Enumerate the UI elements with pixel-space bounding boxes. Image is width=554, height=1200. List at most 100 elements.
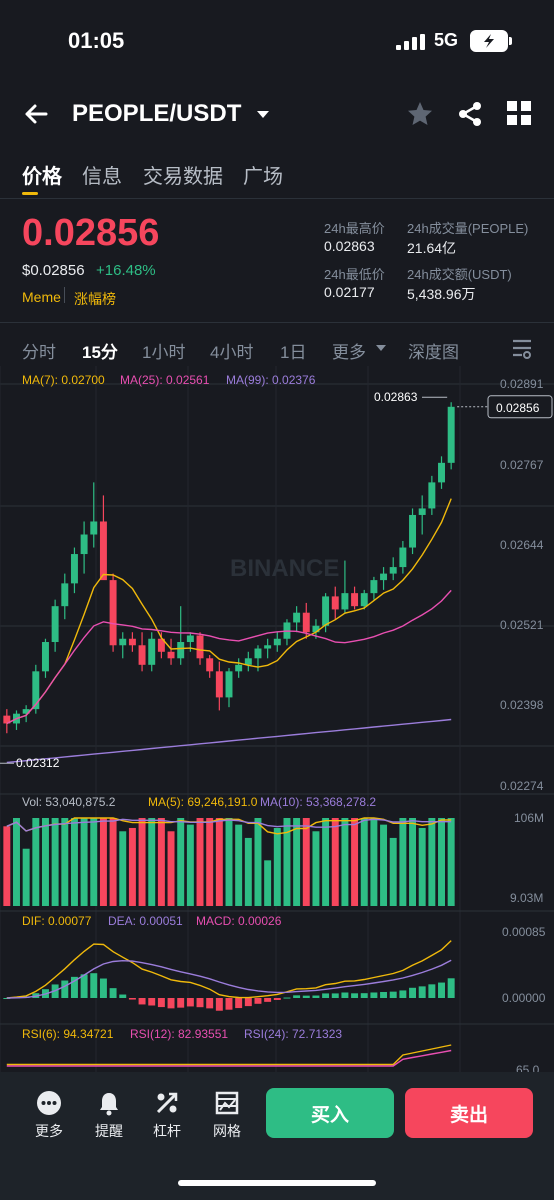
candlestick-chart[interactable]: BINANCE 0.02891 0.02767 0.02644 0.02521 0.023… xyxy=(0,366,554,1072)
interval-more[interactable]: 更多 xyxy=(332,343,366,362)
high-value: 0.02863 xyxy=(324,238,375,254)
macd-histogram-bar xyxy=(90,973,98,998)
chart-settings-icon[interactable] xyxy=(510,336,534,360)
chevron-down-icon[interactable] xyxy=(256,107,270,121)
battery-icon xyxy=(470,30,508,52)
divider xyxy=(0,198,554,199)
interval-4h[interactable]: 4小时 xyxy=(210,343,254,362)
candle-body xyxy=(177,642,185,659)
volume-ma10-line xyxy=(6,818,452,832)
interval-1h[interactable]: 1小时 xyxy=(142,343,186,362)
volume-value: 21.64亿 xyxy=(407,240,457,256)
macd-histogram-bar xyxy=(99,978,107,998)
tab-square[interactable]: 广场 xyxy=(243,166,283,188)
price-change: +16.48% xyxy=(96,262,156,279)
more-button[interactable]: 更多 xyxy=(24,1090,74,1141)
macd-histogram-bar xyxy=(235,998,243,1009)
active-tab-indicator xyxy=(22,192,38,195)
candle-body xyxy=(418,508,426,515)
candle-body xyxy=(254,648,262,659)
candle-body xyxy=(90,521,98,535)
volume-bar xyxy=(370,818,378,906)
alert-button[interactable]: 提醒 xyxy=(84,1090,134,1141)
volume-bar xyxy=(138,818,146,906)
volume-bar xyxy=(322,818,330,906)
candle-body xyxy=(244,658,252,665)
macd-histogram-bar xyxy=(409,987,417,998)
candle-body xyxy=(206,658,214,672)
candle-body xyxy=(428,482,436,509)
grid-bot-button[interactable]: 网格 xyxy=(202,1090,252,1141)
volume-bar xyxy=(428,818,436,906)
star-icon[interactable] xyxy=(406,100,434,128)
candle-body xyxy=(22,709,30,714)
sell-button[interactable]: 卖出 xyxy=(405,1088,533,1138)
macd-histogram-bar xyxy=(428,984,436,998)
ma7-label: MA(7): 0.02700 xyxy=(22,373,105,387)
volume-indicator-label: Vol: 53,040,875.2 xyxy=(22,795,116,809)
candle-body xyxy=(80,534,88,555)
candle-body xyxy=(157,638,165,652)
leverage-icon xyxy=(156,1092,178,1114)
volume-bar xyxy=(157,818,165,906)
macd-histogram-bar xyxy=(418,986,426,998)
volume-ma5-label: MA(5): 69,246,191.0 xyxy=(148,795,258,809)
volume-bar xyxy=(148,818,156,906)
macd-value-label: MACD: 0.00026 xyxy=(196,914,282,928)
last-price-box xyxy=(487,395,553,419)
volume-bar xyxy=(3,826,11,906)
candle-body xyxy=(215,671,223,698)
tag-gainers[interactable]: 涨幅榜 xyxy=(74,291,116,307)
volume-bar xyxy=(99,818,107,906)
interval-15m[interactable]: 15分 xyxy=(82,343,118,362)
depth-chart-tab[interactable]: 深度图 xyxy=(408,343,459,362)
volume-bar xyxy=(331,818,339,906)
share-icon[interactable] xyxy=(456,100,484,128)
candle-body xyxy=(138,645,146,665)
interval-timeline[interactable]: 分时 xyxy=(22,343,56,362)
ma99-label: MA(99): 0.02376 xyxy=(226,373,316,387)
back-arrow-icon[interactable] xyxy=(22,100,50,128)
signal-icon xyxy=(396,34,425,50)
tab-price[interactable]: 价格 xyxy=(22,166,62,188)
candle-body xyxy=(312,625,320,633)
macd-dea-line xyxy=(6,959,452,999)
candle-body xyxy=(70,554,78,584)
home-indicator xyxy=(178,1180,376,1186)
network-type: 5G xyxy=(434,30,459,50)
volume-bar xyxy=(447,818,455,906)
candle-body xyxy=(360,593,368,607)
grid-layout-icon[interactable] xyxy=(506,100,532,126)
tab-trading-data[interactable]: 交易数据 xyxy=(143,166,223,188)
y-tick-label: 0.02521 xyxy=(500,618,544,632)
volume-bar xyxy=(360,818,368,906)
volume-bar xyxy=(109,818,117,906)
interval-1d[interactable]: 1日 xyxy=(280,343,307,362)
tag-meme[interactable]: Meme xyxy=(22,289,61,305)
volume-bar xyxy=(302,818,310,906)
tab-info[interactable]: 信息 xyxy=(82,166,122,188)
macd-tick-label: 0.00085 xyxy=(502,925,546,939)
macd-histogram-bar xyxy=(438,982,445,998)
candle-body xyxy=(167,651,175,659)
pair-title[interactable]: PEOPLE/USDT xyxy=(72,100,242,127)
buy-button[interactable]: 买入 xyxy=(266,1088,394,1138)
macd-histogram-bar xyxy=(302,995,310,998)
macd-histogram-bar xyxy=(157,998,165,1008)
volume-bar xyxy=(341,818,349,906)
candle-body xyxy=(41,642,49,672)
candle-body xyxy=(51,606,59,643)
macd-histogram-bar xyxy=(331,993,339,998)
candle-body xyxy=(225,671,233,698)
chevron-down-icon[interactable] xyxy=(376,343,386,353)
volume-bar xyxy=(167,831,175,906)
volume-bar xyxy=(128,827,136,906)
volume-bar xyxy=(273,827,281,906)
macd-histogram-bar xyxy=(206,998,214,1009)
volume-bar xyxy=(80,818,88,906)
volume-bar xyxy=(409,818,417,906)
candle-body xyxy=(99,521,107,581)
binance-watermark: BINANCE xyxy=(230,555,339,582)
volume-bar xyxy=(244,837,252,906)
leverage-button[interactable]: 杠杆 xyxy=(142,1090,192,1141)
